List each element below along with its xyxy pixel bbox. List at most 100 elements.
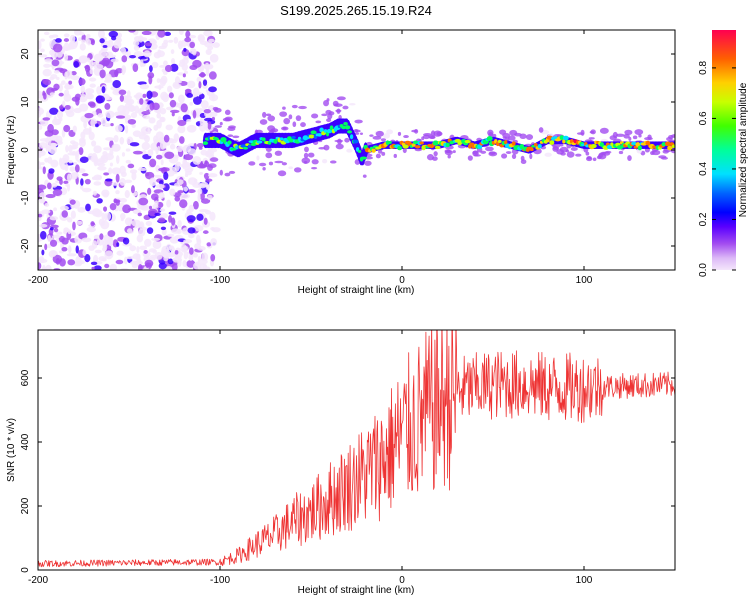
spectrogram-halo-cell bbox=[248, 161, 256, 166]
spectrogram-noise-cell bbox=[103, 96, 113, 101]
spectrogram-noise-cell bbox=[124, 217, 133, 226]
spectrogram-y-tick-label: 20 bbox=[20, 48, 31, 60]
spectrogram-noise-cell bbox=[45, 193, 56, 199]
spectrogram-noise-cell bbox=[47, 156, 53, 164]
spectrogram-halo-cell bbox=[209, 157, 219, 162]
spectrogram-noise-cell bbox=[43, 92, 47, 100]
snr-x-label: Height of straight line (km) bbox=[298, 585, 415, 596]
spectrogram-halo-cell bbox=[375, 153, 381, 159]
spectrogram-noise-cell bbox=[149, 177, 157, 187]
spectrogram-noise-cell bbox=[63, 93, 72, 102]
spectrogram-noise-cell bbox=[109, 162, 113, 167]
spectrogram-noise-cell bbox=[193, 224, 204, 232]
spectrogram-ridge-cell bbox=[511, 141, 516, 146]
spectrogram-halo-cell bbox=[281, 126, 289, 131]
spectrogram-noise-cell bbox=[165, 106, 174, 111]
spectrogram-noise-cell bbox=[56, 176, 63, 181]
spectrogram-noise-cell bbox=[152, 102, 160, 111]
spectrogram-noise-cell bbox=[186, 93, 194, 98]
spectrogram-noise-cell bbox=[170, 109, 180, 114]
spectrogram-noise-cell bbox=[101, 86, 106, 94]
spectrogram-ridge-cell bbox=[343, 121, 348, 126]
spectrogram-ridge-cell bbox=[610, 142, 614, 147]
colorbar-tick-label: 0.8 bbox=[698, 61, 709, 75]
spectrogram-noise-cell bbox=[197, 188, 203, 195]
spectrogram-halo-cell bbox=[666, 136, 673, 142]
spectrogram-ridge-cell bbox=[562, 135, 569, 141]
snr-y-tick-label: 600 bbox=[20, 369, 31, 386]
spectrogram-noise-cell bbox=[128, 105, 136, 112]
spectrogram-halo-cell bbox=[624, 129, 633, 135]
spectrogram-noise-cell bbox=[183, 159, 187, 165]
spectrogram-noise-cell bbox=[85, 203, 91, 212]
spectrogram-noise-cell bbox=[52, 189, 63, 197]
spectrogram-noise-cell bbox=[121, 55, 128, 63]
spectrogram-ridge-cell bbox=[242, 146, 249, 150]
spectrogram-noise-cell bbox=[111, 35, 117, 41]
spectrogram-noise-cell bbox=[204, 210, 212, 215]
spectrogram-noise-cell bbox=[170, 217, 176, 226]
spectrogram-noise-cell bbox=[209, 53, 219, 63]
spectrogram-noise-cell bbox=[93, 234, 101, 240]
spectrogram-noise-cell bbox=[76, 220, 83, 225]
spectrogram-x-tick-label: -100 bbox=[210, 275, 230, 286]
spectrogram-halo-cell bbox=[207, 164, 213, 171]
spectrogram-noise-cell bbox=[132, 130, 142, 138]
spectrogram-noise-cell bbox=[63, 124, 71, 133]
snr-panel: -200 -100 0 100 0 200 400 600 Height of straig… bbox=[6, 329, 676, 596]
spectrogram-noise-cell bbox=[49, 239, 58, 247]
spectrogram-x-ticks: -200 -100 0 100 bbox=[28, 30, 593, 286]
spectrogram-noise-cell bbox=[138, 228, 146, 237]
spectrogram-halo-cell bbox=[433, 130, 442, 137]
spectrogram-halo-cell bbox=[336, 108, 341, 114]
spectrogram-noise-cell bbox=[110, 58, 119, 63]
spectrogram-noise-cell bbox=[96, 198, 103, 204]
spectrogram-halo-cell bbox=[559, 144, 564, 147]
spectrogram-halo-cell bbox=[301, 157, 311, 164]
spectrogram-noise-cell bbox=[129, 169, 138, 174]
spectrogram-noise-cell bbox=[63, 33, 70, 38]
spectrogram-noise-cell bbox=[75, 245, 79, 254]
spectrogram-noise-cell bbox=[57, 118, 62, 124]
spectrogram-noise-cell bbox=[182, 144, 192, 153]
spectrogram-noise-cell bbox=[199, 171, 203, 175]
spectrogram-noise-cell bbox=[170, 58, 175, 65]
spectrogram-ridge-cell bbox=[220, 136, 227, 143]
spectrogram-noise-cell bbox=[63, 53, 69, 62]
spectrogram-noise-cell bbox=[131, 219, 141, 227]
spectrogram-noise-cell bbox=[87, 153, 94, 161]
spectrogram-ridge-cell bbox=[247, 144, 252, 148]
spectrogram-ridge-cell bbox=[317, 133, 322, 137]
spectrogram-noise-cell bbox=[72, 125, 77, 133]
spectrogram-noise-cell bbox=[127, 163, 135, 169]
spectrogram-noise-cell bbox=[141, 103, 150, 111]
spectrogram-halo-cell bbox=[346, 148, 353, 153]
snr-y-tick-label: 400 bbox=[20, 433, 31, 450]
spectrogram-noise-cell bbox=[71, 150, 77, 156]
spectrogram-noise-cell bbox=[193, 200, 199, 210]
spectrogram-noise-cell bbox=[196, 234, 201, 243]
spectrogram-noise-cell bbox=[91, 266, 96, 270]
colorbar: 0.0 0.2 0.4 0.6 0.8 Normalized spectral ampl… bbox=[698, 30, 749, 277]
spectrogram-noise-cell bbox=[125, 98, 135, 106]
spectrogram-noise-cell bbox=[84, 64, 91, 73]
spectrogram-noise-cell bbox=[130, 260, 140, 266]
spectrogram-noise-cell bbox=[193, 142, 197, 151]
spectrogram-halo-cell bbox=[342, 105, 349, 110]
spectrogram-noise-cell bbox=[84, 112, 94, 119]
spectrogram-noise-cell bbox=[160, 248, 171, 256]
spectrogram-noise-cell bbox=[104, 73, 112, 82]
spectrogram-halo-cell bbox=[586, 156, 592, 160]
spectrogram-noise-cell bbox=[59, 205, 69, 211]
spectrogram-y-label: Frequency (Hz) bbox=[6, 116, 17, 185]
spectrogram-noise-cell bbox=[43, 63, 51, 68]
spectrogram-halo-cell bbox=[224, 116, 233, 122]
spectrogram-y-tick-label: 0 bbox=[20, 147, 31, 153]
spectrogram-halo-cell bbox=[359, 132, 364, 135]
spectrogram-noise-cell bbox=[95, 123, 99, 128]
spectrogram-ridge-cell bbox=[497, 139, 502, 144]
spectrogram-halo-cell bbox=[372, 135, 382, 140]
spectrogram-ridge-cell bbox=[537, 143, 542, 149]
spectrogram-halo-cell bbox=[529, 153, 533, 160]
spectrogram-noise-cell bbox=[93, 265, 102, 270]
